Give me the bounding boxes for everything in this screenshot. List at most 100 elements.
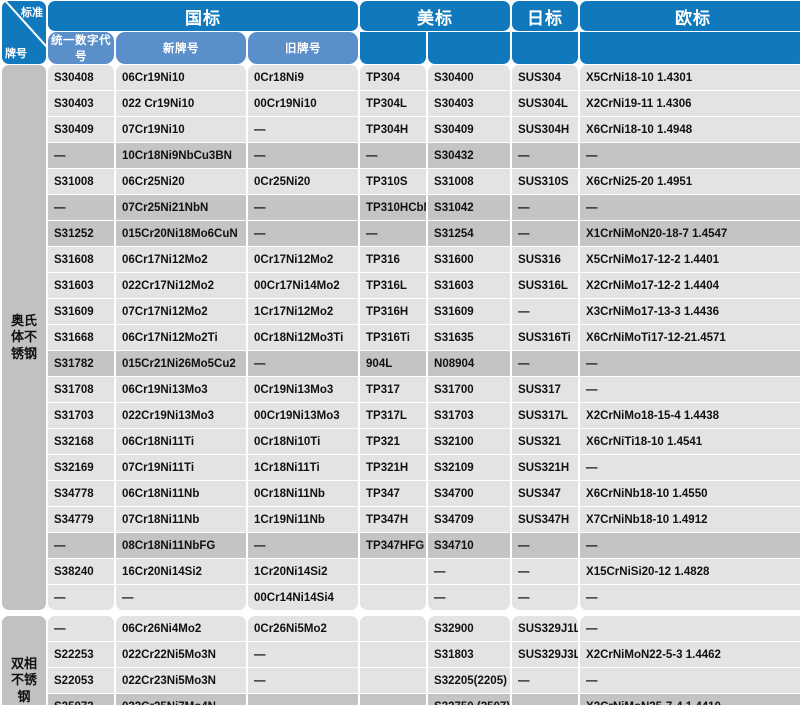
cell-new-grade: 08Cr18Ni11NbFG xyxy=(116,533,246,558)
cell-astm-tp xyxy=(360,694,427,705)
cell-astm-uns: S34700 xyxy=(428,481,511,506)
table-row: S31608 06Cr17Ni12Mo2 0Cr17Ni12Mo2 TP316 S316… xyxy=(2,247,800,272)
cell-old-grade: — xyxy=(248,694,359,705)
cell-astm-tp: TP310S xyxy=(360,169,427,194)
cell-astm-uns: S31042 xyxy=(428,195,511,220)
subheader-jis xyxy=(512,32,579,64)
cell-uns-code: S34779 xyxy=(48,507,114,532)
cell-en: X15CrNiSi20-12 1.4828 xyxy=(580,559,800,584)
cell-jis: SUS347 xyxy=(512,481,579,506)
cell-old-grade: 00Cr19Ni10 xyxy=(248,91,359,116)
cell-uns-code: S31708 xyxy=(48,377,114,402)
table-row: S30403 022 Cr19Ni10 00Cr19Ni10 TP304L S30403… xyxy=(2,91,800,116)
cell-astm-tp: TP347HFG xyxy=(360,533,427,558)
cell-jis: — xyxy=(512,694,579,705)
cell-uns-code: S31252 xyxy=(48,221,114,246)
cell-jis: — xyxy=(512,351,579,376)
cell-jis: SUS316L xyxy=(512,273,579,298)
cell-uns-code: — xyxy=(48,195,114,220)
table-row: 奥氏体不锈钢 S30408 06Cr19Ni10 0Cr18Ni9 TP304 S3040… xyxy=(2,65,800,610)
cell-uns-code: S38240 xyxy=(48,559,114,584)
cell-new-grade: 022Cr23Ni5Mo3N xyxy=(116,668,246,693)
cell-jis: SUS316Ti xyxy=(512,325,579,350)
cell-new-grade: 10Cr18Ni9NbCu3BN xyxy=(116,143,246,168)
header-sub-row: 统一数字代号 新牌号 旧牌号 xyxy=(2,32,800,64)
cell-en: — xyxy=(580,616,800,641)
subheader-uns-code: 统一数字代号 xyxy=(48,32,114,64)
cell-jis: — xyxy=(512,559,579,584)
table-row: S25073022Cr25Ni7Mo4N—S32750 (2507)—X2CrN… xyxy=(2,694,800,705)
cell-new-grade: 06Cr19Ni13Mo3 xyxy=(116,377,246,402)
table-row: S31008 06Cr25Ni20 0Cr25Ni20 TP310S S31008 SUS… xyxy=(2,169,800,194)
cell-astm-tp: TP304L xyxy=(360,91,427,116)
table-row: —10Cr18Ni9NbCu3BN — — S30432— — xyxy=(2,143,800,168)
corner-label-standard: 标准 xyxy=(21,7,43,19)
subheader-astm-uns xyxy=(428,32,511,64)
cell-en: — xyxy=(580,377,800,402)
cell-jis: — xyxy=(512,299,579,324)
cell-new-grade: 015Cr21Ni26Mo5Cu2 xyxy=(116,351,246,376)
cell-astm-uns: S31803 xyxy=(428,642,511,667)
cell-uns-code: S31008 xyxy=(48,169,114,194)
cell-old-grade: 0Cr25Ni20 xyxy=(248,169,359,194)
cell-en: X6CrNiMoTi17-12-21.4571 xyxy=(580,325,800,350)
cell-astm-tp: TP316L xyxy=(360,273,427,298)
header-group-astm: 美标 xyxy=(360,1,511,31)
cell-new-grade: 07Cr19Ni11Ti xyxy=(116,455,246,480)
cell-new-grade: 015Cr20Ni18Mo6CuN xyxy=(116,221,246,246)
cell-jis: SUS329J1L xyxy=(512,616,579,641)
cell-en: — xyxy=(580,143,800,168)
table-row: S34779 07Cr18Ni11Nb 1Cr19Ni11Nb TP347H S3470… xyxy=(2,507,800,532)
subheader-new-grade: 新牌号 xyxy=(116,32,246,64)
cell-uns-code: S31703 xyxy=(48,403,114,428)
cell-astm-tp: TP310HCbN xyxy=(360,195,427,220)
corner-header-cell: 标准 牌号 xyxy=(2,1,46,64)
cell-uns-code: S32168 xyxy=(48,429,114,454)
cell-jis: SUS304 xyxy=(512,65,579,90)
cell-uns-code: S22253 xyxy=(48,642,114,667)
cell-astm-uns: — xyxy=(428,559,511,584)
cell-en: X5CrNi18-10 1.4301 xyxy=(580,65,800,90)
cell-astm-tp: TP317 xyxy=(360,377,427,402)
cell-old-grade: 00Cr17Ni14Mo2 xyxy=(248,273,359,298)
cell-jis: — xyxy=(512,221,579,246)
subheader-old-grade: 旧牌号 xyxy=(248,32,359,64)
cell-en: — xyxy=(580,351,800,376)
cell-jis: SUS317L xyxy=(512,403,579,428)
table-row: S31603 022Cr17Ni12Mo2 00Cr17Ni14Mo2 TP316L S… xyxy=(2,273,800,298)
cell-new-grade: 07Cr17Ni12Mo2 xyxy=(116,299,246,324)
cell-old-grade: 1Cr17Ni12Mo2 xyxy=(248,299,359,324)
cell-astm-tp: TP316Ti xyxy=(360,325,427,350)
header-group-jis: 日标 xyxy=(512,1,579,31)
cell-en: X6CrNi18-10 1.4948 xyxy=(580,117,800,142)
cell-en: — xyxy=(580,195,800,220)
cell-new-grade: 07Cr25Ni21NbN xyxy=(116,195,246,220)
cell-astm-uns: — xyxy=(428,585,511,610)
cell-jis: SUS304L xyxy=(512,91,579,116)
table-row: S32168 06Cr18Ni11Ti 0Cr18Ni10Ti TP321 S32100… xyxy=(2,429,800,454)
cell-jis: SUS304H xyxy=(512,117,579,142)
cell-uns-code: S31668 xyxy=(48,325,114,350)
cell-astm-tp: TP321 xyxy=(360,429,427,454)
cell-uns-code: — xyxy=(48,616,114,641)
table-body: 奥氏体不锈钢 S30408 06Cr19Ni10 0Cr18Ni9 TP304 S3040… xyxy=(2,65,800,705)
cell-astm-uns: S30400 xyxy=(428,65,511,90)
cell-uns-code: S31782 xyxy=(48,351,114,376)
cell-jis: SUS347H xyxy=(512,507,579,532)
cell-astm-uns: S30403 xyxy=(428,91,511,116)
cell-old-grade: 0Cr18Ni10Ti xyxy=(248,429,359,454)
cell-jis: — xyxy=(512,195,579,220)
cell-new-grade: 06Cr25Ni20 xyxy=(116,169,246,194)
cell-astm-uns: S31703 xyxy=(428,403,511,428)
table-row: S38240 16Cr20Ni14Si2 1Cr20Ni14Si2— — X15CrNi… xyxy=(2,559,800,584)
cell-astm-uns: S32100 xyxy=(428,429,511,454)
cell-astm-tp: 904L xyxy=(360,351,427,376)
cell-en: X1CrNiMoN20-18-7 1.4547 xyxy=(580,221,800,246)
table-row: S31782 015Cr21Ni26Mo5Cu2—904L N08904— — xyxy=(2,351,800,376)
table-row: S34778 06Cr18Ni11Nb 0Cr18Ni11Nb TP347 S34700… xyxy=(2,481,800,506)
cell-uns-code: S31603 xyxy=(48,273,114,298)
cell-astm-uns: S31603 xyxy=(428,273,511,298)
cell-astm-uns: S30432 xyxy=(428,143,511,168)
cell-jis: SUS329J3L xyxy=(512,642,579,667)
